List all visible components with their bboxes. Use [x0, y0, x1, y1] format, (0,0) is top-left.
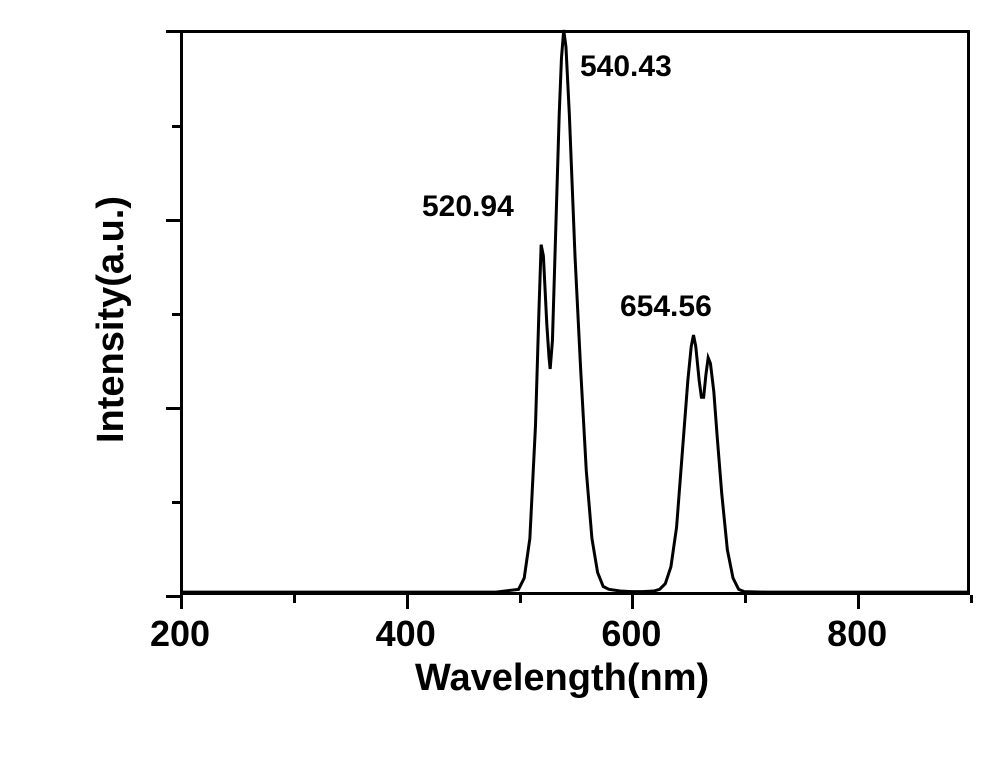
y-axis-label: Intensity(a.u.): [90, 195, 133, 442]
x-tick: [857, 595, 860, 609]
y-minor-tick: [172, 125, 180, 128]
peak-label: 540.43: [580, 50, 672, 84]
peak-label: 654.56: [620, 290, 712, 324]
x-tick-label: 200: [140, 613, 220, 655]
x-minor-tick: [293, 595, 296, 603]
x-tick: [406, 595, 409, 609]
y-minor-tick: [172, 313, 180, 316]
x-tick-label: 600: [591, 613, 671, 655]
spectrum-svg: [50, 20, 980, 605]
y-tick: [166, 595, 180, 598]
x-tick: [180, 595, 183, 609]
y-tick: [166, 30, 180, 33]
x-tick-label: 800: [817, 613, 897, 655]
x-tick: [631, 595, 634, 609]
x-minor-tick: [970, 595, 973, 603]
x-tick-label: 400: [366, 613, 446, 655]
chart-container: Wavelength(nm) Intensity(a.u.) 200 400 600…: [50, 20, 970, 740]
y-tick: [166, 219, 180, 222]
spectrum-line: [180, 30, 970, 592]
x-minor-tick: [744, 595, 747, 603]
peak-label: 520.94: [422, 190, 514, 224]
x-minor-tick: [519, 595, 522, 603]
y-minor-tick: [172, 501, 180, 504]
y-tick: [166, 407, 180, 410]
x-axis-label: Wavelength(nm): [415, 657, 709, 700]
